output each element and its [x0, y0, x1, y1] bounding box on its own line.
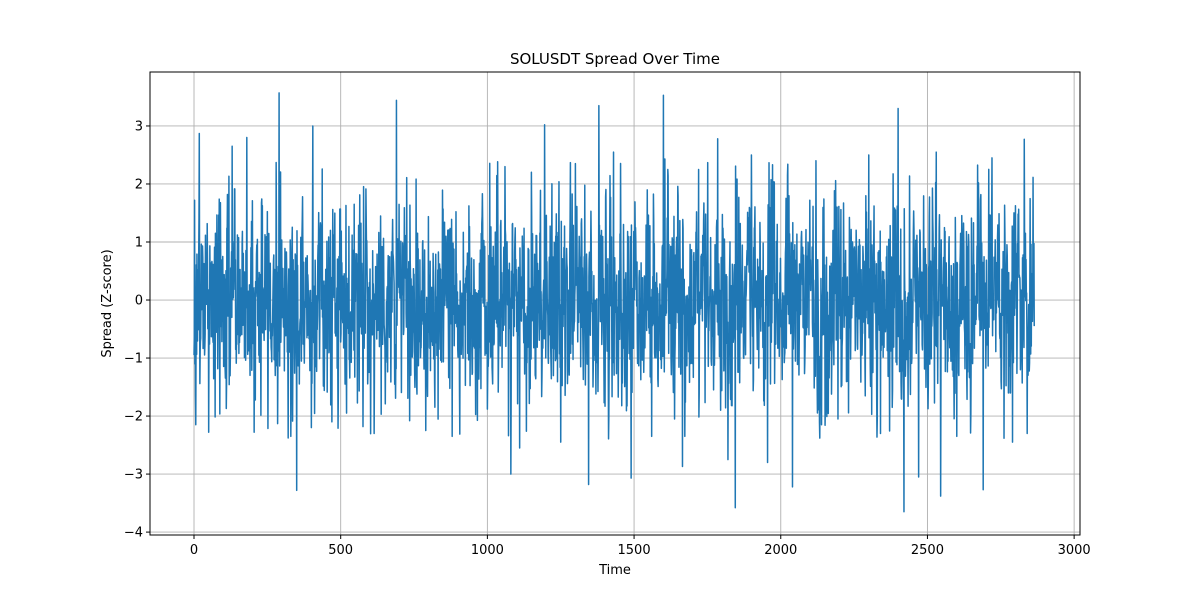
y-tick-label: 2 [135, 177, 143, 192]
chart-title: SOLUSDT Spread Over Time [510, 50, 720, 68]
x-tick-label: 500 [328, 543, 353, 558]
x-tick-label: 1500 [618, 543, 651, 558]
y-tick-label: −1 [124, 352, 143, 367]
series-layer [193, 92, 1035, 513]
y-tick-label: 0 [135, 294, 143, 309]
y-tick-label: 3 [135, 119, 143, 134]
x-axis-label: Time [598, 563, 631, 578]
spread-series-line [193, 92, 1035, 513]
x-tick-label: 3000 [1058, 543, 1091, 558]
y-tick-label: −4 [124, 526, 143, 541]
plot-frame [149, 71, 1081, 536]
y-axis-label: Spread (Z-score) [100, 249, 115, 357]
x-axis-ticks: 0 500 1000 1500 2000 2500 3000 [190, 535, 1091, 558]
x-tick-label: 2000 [764, 543, 797, 558]
y-tick-label: −2 [124, 410, 143, 425]
y-tick-label: −3 [124, 468, 143, 483]
y-axis-ticks: −4 −3 −2 −1 0 1 2 3 [124, 119, 150, 541]
x-tick-label: 2500 [911, 543, 944, 558]
y-tick-label: 1 [135, 235, 143, 250]
x-tick-label: 1000 [471, 543, 504, 558]
x-tick-label: 0 [190, 543, 198, 558]
